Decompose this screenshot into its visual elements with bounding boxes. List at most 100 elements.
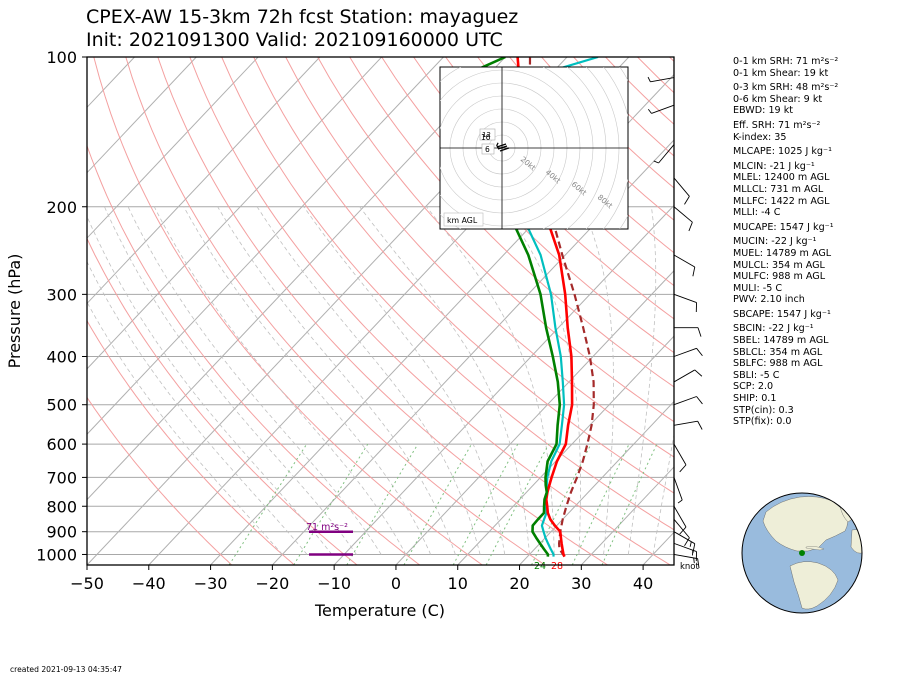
dry-adiabat-line (445, 57, 674, 287)
barb-flag (694, 369, 703, 377)
isotherm-line (580, 466, 674, 565)
index-row: MUEL: 14789 m AGL (733, 247, 832, 259)
barb-half-flag (693, 557, 695, 564)
moist-adiabat-line (104, 206, 357, 555)
barb-half-flag (647, 108, 652, 114)
index-row: SHIP: 0.1 (733, 393, 777, 405)
dry-adiabat-line (87, 144, 420, 565)
moist-adiabat-line (127, 206, 382, 555)
index-row: SBLFC: 988 m AGL (733, 358, 823, 370)
moist-adiabat-line (426, 206, 555, 555)
index-row: MULCL: 354 m AGL (733, 259, 825, 271)
moist-adiabat-line (628, 206, 657, 555)
surface-dewpoint-label: 24 (534, 561, 546, 572)
plot-frame (86, 56, 675, 566)
y-tick-label: 300 (46, 285, 77, 304)
wind-barbs (647, 76, 703, 569)
isotherm-line (87, 57, 321, 305)
index-row: MLEL: 12400 m AGL (733, 172, 830, 184)
index-row: 0-6 km Shear: 9 kt (733, 93, 823, 105)
moist-adiabat-line (652, 432, 674, 555)
y-tick-label: 800 (46, 497, 77, 516)
isotherm-line (457, 335, 674, 565)
y-tick-label: 100 (46, 48, 77, 67)
dry-adiabat-line (349, 57, 674, 388)
hodo-height-label-6: 6 (485, 145, 490, 154)
hodograph: 20kt 40kt 60kt 80kt 12 10 6 km AGL (439, 66, 629, 230)
mixing-ratio-line (571, 443, 630, 565)
y-tick-label: 400 (46, 348, 77, 367)
index-row: PWV: 2.10 inch (733, 294, 805, 306)
moist-adiabat-line (153, 206, 407, 555)
index-row: SBCIN: -22 J kg⁻¹ (733, 323, 814, 335)
station-marker (799, 550, 805, 556)
created-timestamp: created 2021-09-13 04:35:47 (10, 665, 122, 674)
hodo-height-label-10: 10 (481, 133, 491, 142)
isotherm-line (87, 57, 506, 501)
mixing-ratio-line (228, 443, 308, 565)
moist-adiabat-line (503, 206, 581, 555)
moist-adiabat-line (183, 206, 431, 555)
cuba-land (805, 546, 825, 551)
index-row: MLLI: -4 C (733, 207, 781, 219)
isotherm-line (87, 57, 444, 435)
x-tick-label: −50 (70, 574, 104, 593)
x-tick-label: −40 (132, 574, 166, 593)
dry-adiabat-line (189, 57, 671, 565)
index-row: 0-1 km Shear: 19 kt (733, 67, 829, 79)
moist-adiabat-line (87, 260, 308, 555)
x-tick-label: 30 (571, 574, 591, 593)
isotherm-line (87, 57, 197, 174)
dry-adiabat-line (413, 57, 674, 320)
mixing-ratio-line (346, 443, 419, 565)
mixing-ratio-line (293, 443, 369, 565)
index-row: MLLCL: 731 m AGL (733, 183, 824, 195)
dry-adiabat-line (285, 57, 674, 458)
isotherm-line (87, 57, 259, 239)
barb-flag (688, 222, 693, 232)
dry-adiabat-line (93, 57, 483, 565)
index-row: Eff. SRH: 71 m²s⁻² (733, 119, 821, 131)
dry-adiabat-line (87, 237, 358, 565)
x-tick-label: −30 (194, 574, 228, 593)
hodo-height-label-12: 12 (482, 131, 491, 139)
barb-shaft (673, 542, 697, 553)
index-row: SBCAPE: 1547 J kg⁻¹ (733, 308, 831, 320)
south-america-land (789, 561, 839, 610)
dry-adiabat-line (87, 319, 295, 565)
hodo-barb-mark (496, 143, 507, 148)
index-row: MULI: -5 C (733, 282, 783, 294)
index-row: SBEL: 14789 m AGL (733, 335, 829, 347)
temperature-profile-line (516, 57, 574, 558)
dry-adiabat-line (157, 57, 608, 565)
barb-flag (696, 348, 703, 357)
index-row: MLCAPE: 1025 J kg⁻¹ (733, 146, 832, 158)
axes: −50 −40 −30 −20 −10 0 10 20 30 40 100 200 300 400 500 6… (36, 48, 653, 593)
x-tick-label: 40 (633, 574, 653, 593)
barb-flag (679, 464, 687, 473)
mixing-ratio-line (531, 443, 592, 565)
hodo-barb-mark (497, 145, 508, 150)
isotherm-line (519, 400, 674, 565)
barb-shaft (673, 177, 690, 197)
barb-half-flag (689, 541, 692, 547)
moist-adiabat-line (581, 206, 614, 555)
isotherm-line (272, 139, 674, 565)
y-tick-label: 900 (46, 523, 77, 542)
index-row: SCP: 2.0 (733, 381, 774, 393)
barb-flag (684, 196, 690, 205)
y-tick-label: 1000 (36, 545, 77, 564)
barb-flag (679, 526, 687, 535)
dry-adiabat-line (253, 57, 674, 494)
barb-flag (696, 396, 703, 405)
barb-flag (692, 266, 696, 277)
moist-adiabat-line (217, 206, 456, 555)
srh-label: 71 m²s⁻² (306, 522, 348, 533)
barb-shaft (673, 506, 687, 528)
index-row: MUCIN: -22 J kg⁻¹ (733, 236, 817, 248)
chart-title-line1: CPEX-AW 15-3km 72h fcst Station: mayague… (86, 6, 518, 28)
index-row: MUCAPE: 1547 J kg⁻¹ (733, 221, 834, 233)
index-row: SBLCL: 354 m AGL (733, 346, 823, 358)
barb-shaft (650, 77, 675, 83)
